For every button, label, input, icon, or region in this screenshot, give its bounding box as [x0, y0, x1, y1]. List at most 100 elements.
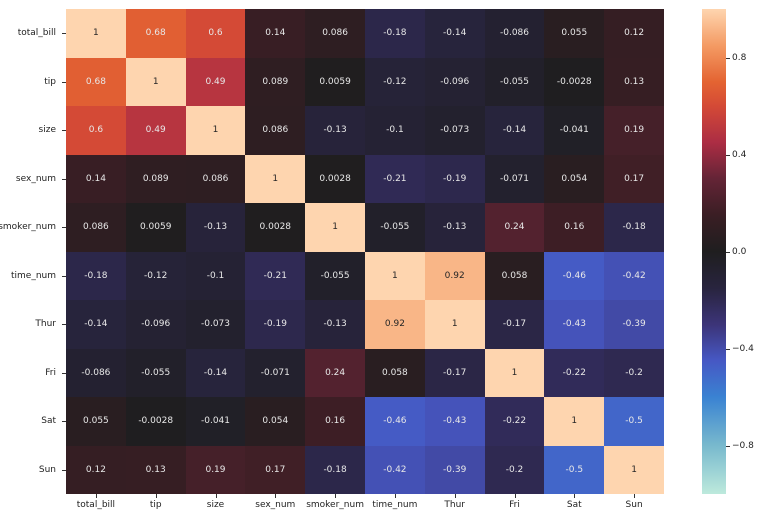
heatmap-cell: 0.16 — [544, 203, 605, 252]
heatmap-cell: 0.49 — [185, 57, 246, 106]
heatmap-cell: -0.14 — [424, 9, 485, 58]
heatmap-cell: 0.24 — [484, 203, 545, 252]
heatmap-cell: 0.19 — [185, 445, 246, 494]
heatmap-cell: -0.19 — [245, 300, 306, 349]
heatmap-cell: 0.12 — [604, 9, 664, 58]
x-tick-label: Sat — [566, 500, 582, 510]
heatmap-cell: 1 — [185, 106, 246, 155]
heatmap-cell: -0.2 — [604, 348, 664, 397]
x-tick-label: size — [206, 500, 225, 510]
y-tick-label: time_num — [10, 270, 56, 281]
heatmap-cell: -0.39 — [424, 445, 485, 494]
heatmap-cell: -0.071 — [484, 154, 545, 203]
heatmap-cell: 0.089 — [125, 154, 186, 203]
heatmap-cell: 0.6 — [185, 9, 246, 58]
x-tick-label: total_bill — [76, 500, 116, 510]
colorbar-tick-mark — [726, 251, 730, 253]
heatmap-cell: -0.086 — [66, 348, 126, 397]
heatmap-cell: -0.43 — [424, 397, 485, 446]
y-tick-mark — [62, 469, 66, 471]
heatmap-cell: -0.42 — [604, 251, 664, 300]
heatmap-cell: 0.6 — [66, 106, 126, 155]
heatmap-cell: 0.49 — [125, 106, 186, 155]
y-tick-label: Sun — [38, 464, 56, 475]
heatmap-cell: 1 — [484, 348, 545, 397]
heatmap-cell: 0.086 — [66, 203, 126, 252]
heatmap-cell: -0.041 — [185, 397, 246, 446]
x-tick-mark — [335, 494, 337, 498]
y-tick-mark — [62, 324, 66, 326]
heatmap-cell: 1 — [424, 300, 485, 349]
heatmap-cell: 1 — [125, 57, 186, 106]
heatmap-cell: -0.0028 — [125, 397, 186, 446]
heatmap-cell: -0.22 — [484, 397, 545, 446]
heatmap-cell: 0.68 — [66, 57, 126, 106]
colorbar — [702, 9, 726, 494]
heatmap-cell: -0.13 — [305, 300, 365, 349]
x-tick-mark — [275, 494, 277, 498]
heatmap-cell: 0.089 — [245, 57, 306, 106]
heatmap-cell: -0.14 — [66, 300, 126, 349]
y-tick-mark — [62, 178, 66, 180]
heatmap-cell: 1 — [365, 251, 425, 300]
heatmap-cell: -0.071 — [245, 348, 306, 397]
heatmap-cell: -0.041 — [544, 106, 605, 155]
heatmap-cell: -0.18 — [305, 445, 365, 494]
heatmap-cell: 0.054 — [245, 397, 306, 446]
y-tick-label: sex_num — [15, 173, 56, 184]
correlation-heatmap: 1 0.68 0.6 0.14 0.086 -0.18 -0.14 -0.086 0.055 0.… — [66, 9, 664, 494]
heatmap-cell: 0.13 — [604, 57, 664, 106]
heatmap-cell: -0.19 — [424, 154, 485, 203]
heatmap-cell: -0.18 — [66, 251, 126, 300]
heatmap-cell: -0.42 — [365, 445, 425, 494]
heatmap-cell: 0.17 — [604, 154, 664, 203]
heatmap-cell: -0.14 — [185, 348, 246, 397]
y-tick-label: Thur — [35, 319, 56, 330]
heatmap-cell: -0.055 — [125, 348, 186, 397]
heatmap-cell: -0.17 — [484, 300, 545, 349]
heatmap-cell: -0.055 — [305, 251, 365, 300]
colorbar-tick-label: −0.8 — [732, 440, 754, 451]
heatmap-cell: 0.68 — [125, 9, 186, 58]
heatmap-cell: 1 — [544, 397, 605, 446]
y-tick-mark — [62, 275, 66, 277]
y-tick-mark — [62, 421, 66, 423]
y-tick-label: Fri — [45, 367, 56, 378]
x-tick-mark — [514, 494, 516, 498]
heatmap-cell: 0.12 — [66, 445, 126, 494]
heatmap-cell: -0.055 — [365, 203, 425, 252]
x-tick-mark — [95, 494, 97, 498]
heatmap-cell: 0.0028 — [245, 203, 306, 252]
heatmap-cell: 0.14 — [245, 9, 306, 58]
heatmap-cell: -0.096 — [125, 300, 186, 349]
heatmap-cell: -0.073 — [185, 300, 246, 349]
heatmap-cell: 0.92 — [424, 251, 485, 300]
heatmap-cell: -0.39 — [604, 300, 664, 349]
heatmap-cell: -0.12 — [125, 251, 186, 300]
colorbar-tick-mark — [726, 154, 730, 156]
colorbar-tick-label: 0.0 — [732, 246, 747, 257]
x-tick-mark — [394, 494, 396, 498]
heatmap-cell: 0.19 — [604, 106, 664, 155]
heatmap-cell: -0.46 — [544, 251, 605, 300]
heatmap-cell: -0.17 — [424, 348, 485, 397]
heatmap-cell: -0.43 — [544, 300, 605, 349]
heatmap-cell: -0.1 — [365, 106, 425, 155]
y-tick-label: smoker_num — [0, 222, 56, 233]
colorbar-tick-label: 0.4 — [732, 149, 747, 160]
y-tick-mark — [62, 130, 66, 132]
y-tick-mark — [62, 33, 66, 35]
heatmap-cell: 0.054 — [544, 154, 605, 203]
heatmap-cell: -0.13 — [424, 203, 485, 252]
x-tick-label: Thur — [444, 500, 465, 510]
heatmap-cell: -0.5 — [604, 397, 664, 446]
x-tick-label: time_num — [372, 500, 418, 510]
heatmap-cell: -0.1 — [185, 251, 246, 300]
heatmap-cell: -0.055 — [484, 57, 545, 106]
heatmap-cell: 1 — [604, 445, 664, 494]
colorbar-tick-label: 0.8 — [732, 52, 747, 63]
x-tick-label: Sun — [625, 500, 643, 510]
heatmap-cell: -0.22 — [544, 348, 605, 397]
heatmap-cell: -0.18 — [365, 9, 425, 58]
heatmap-cell: -0.5 — [544, 445, 605, 494]
